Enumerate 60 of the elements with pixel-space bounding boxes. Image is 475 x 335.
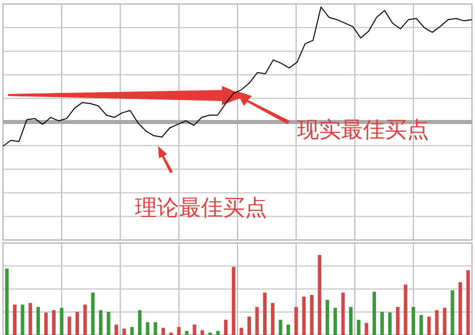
bar <box>28 303 32 335</box>
bar <box>122 328 126 335</box>
bar <box>91 292 95 335</box>
bar <box>294 307 298 335</box>
bar <box>154 322 158 335</box>
bar <box>466 270 470 335</box>
bar <box>184 331 188 335</box>
bar <box>146 322 150 335</box>
bar <box>419 315 423 335</box>
bar <box>263 292 267 335</box>
bar <box>36 307 40 335</box>
bar <box>356 320 360 335</box>
bar <box>372 292 376 335</box>
bar <box>114 324 118 335</box>
bar <box>278 320 282 335</box>
bar <box>20 304 24 335</box>
bar <box>404 284 408 335</box>
bar <box>349 307 353 335</box>
bar <box>388 312 392 335</box>
bar <box>310 295 314 335</box>
bar <box>161 328 165 335</box>
bar <box>106 312 110 335</box>
bar <box>458 282 462 335</box>
bar <box>412 307 416 335</box>
bar <box>286 324 290 335</box>
bar <box>224 320 228 335</box>
bar <box>326 300 330 335</box>
bar <box>60 308 64 335</box>
bar <box>177 327 181 335</box>
text: 理论最佳买点 <box>135 196 267 221</box>
bar <box>200 330 204 335</box>
bar <box>364 323 368 335</box>
bar <box>98 310 102 335</box>
bar <box>130 327 134 335</box>
bar <box>83 304 87 335</box>
bar <box>396 307 400 335</box>
bar <box>302 296 306 335</box>
bar <box>380 312 384 335</box>
bar <box>76 312 80 335</box>
bar <box>44 312 48 335</box>
bar <box>247 316 251 335</box>
bar <box>341 292 345 335</box>
bar <box>442 308 446 335</box>
bar <box>270 303 274 335</box>
bar <box>216 331 220 335</box>
bar <box>318 255 322 335</box>
bar <box>52 310 56 335</box>
bar <box>5 268 9 335</box>
bar <box>333 308 337 335</box>
annotation: 现实最佳买点 <box>297 118 429 143</box>
bar <box>450 290 454 335</box>
bar <box>232 267 236 335</box>
bar <box>192 324 196 335</box>
bar <box>138 310 142 335</box>
bar <box>12 304 16 335</box>
bar <box>255 307 259 335</box>
bar <box>435 310 439 335</box>
bar <box>240 328 244 335</box>
bar <box>427 316 431 335</box>
bar <box>68 316 72 335</box>
